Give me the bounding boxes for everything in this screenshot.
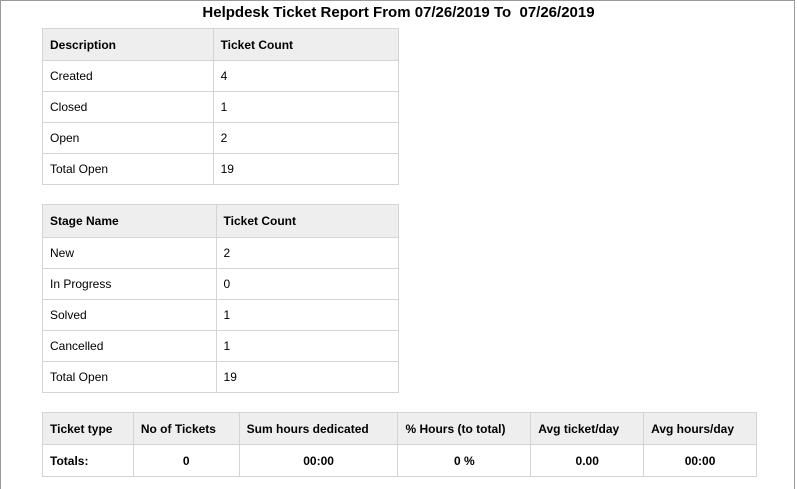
table-row: Total Open 19 xyxy=(42,361,400,393)
row-value: 0 xyxy=(215,268,400,300)
column-header-sum-hours: Sum hours dedicated xyxy=(238,412,399,445)
row-label: Closed xyxy=(42,91,214,123)
row-value: 4 xyxy=(212,60,400,92)
table-row: Closed 1 xyxy=(42,91,400,123)
row-value: 1 xyxy=(212,91,400,123)
row-label: Open xyxy=(42,122,214,154)
table-header-row: Description Ticket Count xyxy=(42,28,400,61)
column-header-ticket-type: Ticket type xyxy=(42,412,134,445)
totals-avg-ticket-day: 0.00 xyxy=(530,444,645,477)
row-value: 2 xyxy=(215,237,400,269)
totals-label: Totals: xyxy=(42,444,134,477)
column-header-avg-hours-day: Avg hours/day xyxy=(643,412,757,445)
row-label: Total Open xyxy=(42,361,217,393)
table-row: Total Open 19 xyxy=(42,153,400,185)
row-value: 1 xyxy=(215,330,400,362)
table-row: Created 4 xyxy=(42,60,400,92)
column-header-no-of-tickets: No of Tickets xyxy=(132,412,240,445)
table-row: In Progress 0 xyxy=(42,268,400,300)
ticket-summary-table: Description Ticket Count Created 4 Close… xyxy=(42,28,400,185)
column-header-stage-name: Stage Name xyxy=(42,204,217,238)
ticket-type-table: Ticket type No of Tickets Sum hours dedi… xyxy=(42,412,757,477)
row-label: Created xyxy=(42,60,214,92)
row-value: 1 xyxy=(215,299,400,331)
stage-table: Stage Name Ticket Count New 2 In Progres… xyxy=(42,204,400,393)
totals-percent-hours: 0 % xyxy=(397,444,532,477)
table-row: Cancelled 1 xyxy=(42,330,400,362)
table-header-row: Ticket type No of Tickets Sum hours dedi… xyxy=(42,412,757,445)
totals-avg-hours-day: 00:00 xyxy=(643,444,757,477)
column-header-percent-hours: % Hours (to total) xyxy=(397,412,532,445)
column-header-description: Description xyxy=(42,28,214,61)
totals-sum-hours: 00:00 xyxy=(238,444,399,477)
row-label: New xyxy=(42,237,217,269)
totals-row: Totals: 0 00:00 0 % 0.00 00:00 xyxy=(42,444,757,477)
row-label: In Progress xyxy=(42,268,217,300)
table-row: New 2 xyxy=(42,237,400,269)
row-value: 19 xyxy=(215,361,400,393)
column-header-avg-ticket-day: Avg ticket/day xyxy=(530,412,645,445)
row-label: Total Open xyxy=(42,153,214,185)
table-header-row: Stage Name Ticket Count xyxy=(42,204,400,238)
table-row: Solved 1 xyxy=(42,299,400,331)
totals-no-of-tickets: 0 xyxy=(132,444,240,477)
row-label: Solved xyxy=(42,299,217,331)
column-header-ticket-count: Ticket Count xyxy=(212,28,400,61)
report-title: Helpdesk Ticket Report From 07/26/2019 T… xyxy=(202,4,595,21)
table-row: Open 2 xyxy=(42,122,400,154)
row-label: Cancelled xyxy=(42,330,217,362)
row-value: 19 xyxy=(212,153,400,185)
row-value: 2 xyxy=(212,122,400,154)
column-header-ticket-count: Ticket Count xyxy=(215,204,400,238)
